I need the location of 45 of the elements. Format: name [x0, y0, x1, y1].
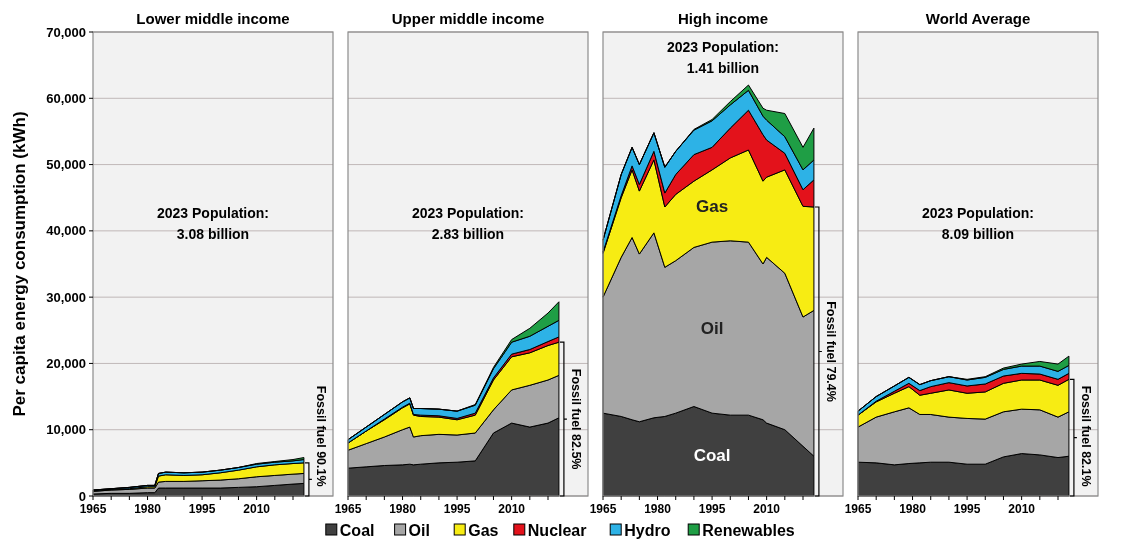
y-tick-label: 50,000 — [46, 157, 86, 173]
annotation: Oil — [700, 318, 724, 338]
x-tick-label: 1965 — [589, 502, 617, 516]
y-tick-label: 20,000 — [46, 355, 86, 371]
x-tick-label: 1995 — [698, 502, 726, 516]
x-tick-label: 1995 — [188, 502, 216, 516]
legend-label: Nuclear — [527, 521, 587, 539]
y-tick-label: 70,000 — [46, 24, 86, 40]
x-tick-label: 1980 — [134, 502, 162, 516]
annotation: 2023 Population: 1.41 billion — [666, 39, 780, 76]
chart-title: Upper middle income — [391, 10, 545, 27]
legend-label: Hydro — [624, 521, 671, 539]
chart-title: Lower middle income — [136, 10, 290, 27]
chart-title: High income — [677, 10, 769, 27]
x-tick-label: 1995 — [443, 502, 471, 516]
annotation: Fossil fuel 79.4% — [823, 301, 838, 402]
annotation: Fossil fuel 90.1% — [313, 385, 328, 487]
annotation: Fossil fuel 82.5% — [568, 368, 583, 470]
y-tick-label: 10,000 — [46, 422, 86, 438]
x-tick-label: 1980 — [389, 502, 417, 516]
annotation: 2023 Population: 8.09 billion — [921, 205, 1035, 242]
y-tick-label: 60,000 — [46, 90, 86, 106]
annotation: 2023 Population: 2.83 billion — [411, 205, 525, 242]
legend-label: Gas — [468, 521, 499, 539]
y-tick-label: 0 — [78, 488, 86, 504]
y-axis-title: Per capita energy consumption (kWh) — [10, 111, 29, 417]
x-tick-label: 2010 — [1008, 502, 1036, 516]
legend-label: Oil — [408, 521, 430, 539]
x-tick-label: 2010 — [498, 502, 526, 516]
x-tick-label: 2010 — [243, 502, 271, 516]
x-tick-label: 1965 — [79, 502, 107, 516]
x-tick-label: 1995 — [953, 502, 981, 516]
chart-title: World Average — [925, 10, 1031, 27]
y-tick-label: 40,000 — [46, 223, 86, 239]
annotation: Gas — [696, 196, 729, 216]
annotation: 2023 Population: 3.08 billion — [156, 205, 270, 242]
annotation: Fossil fuel 82.1% — [1078, 385, 1093, 487]
x-tick-label: 1965 — [334, 502, 362, 516]
legend-label: Coal — [339, 521, 375, 539]
x-tick-label: 1965 — [844, 502, 872, 516]
x-tick-label: 2010 — [753, 502, 781, 516]
x-tick-label: 1980 — [644, 502, 672, 516]
legend-label: Renewables — [702, 521, 795, 539]
y-tick-label: 30,000 — [46, 289, 86, 305]
x-tick-label: 1980 — [899, 502, 927, 516]
